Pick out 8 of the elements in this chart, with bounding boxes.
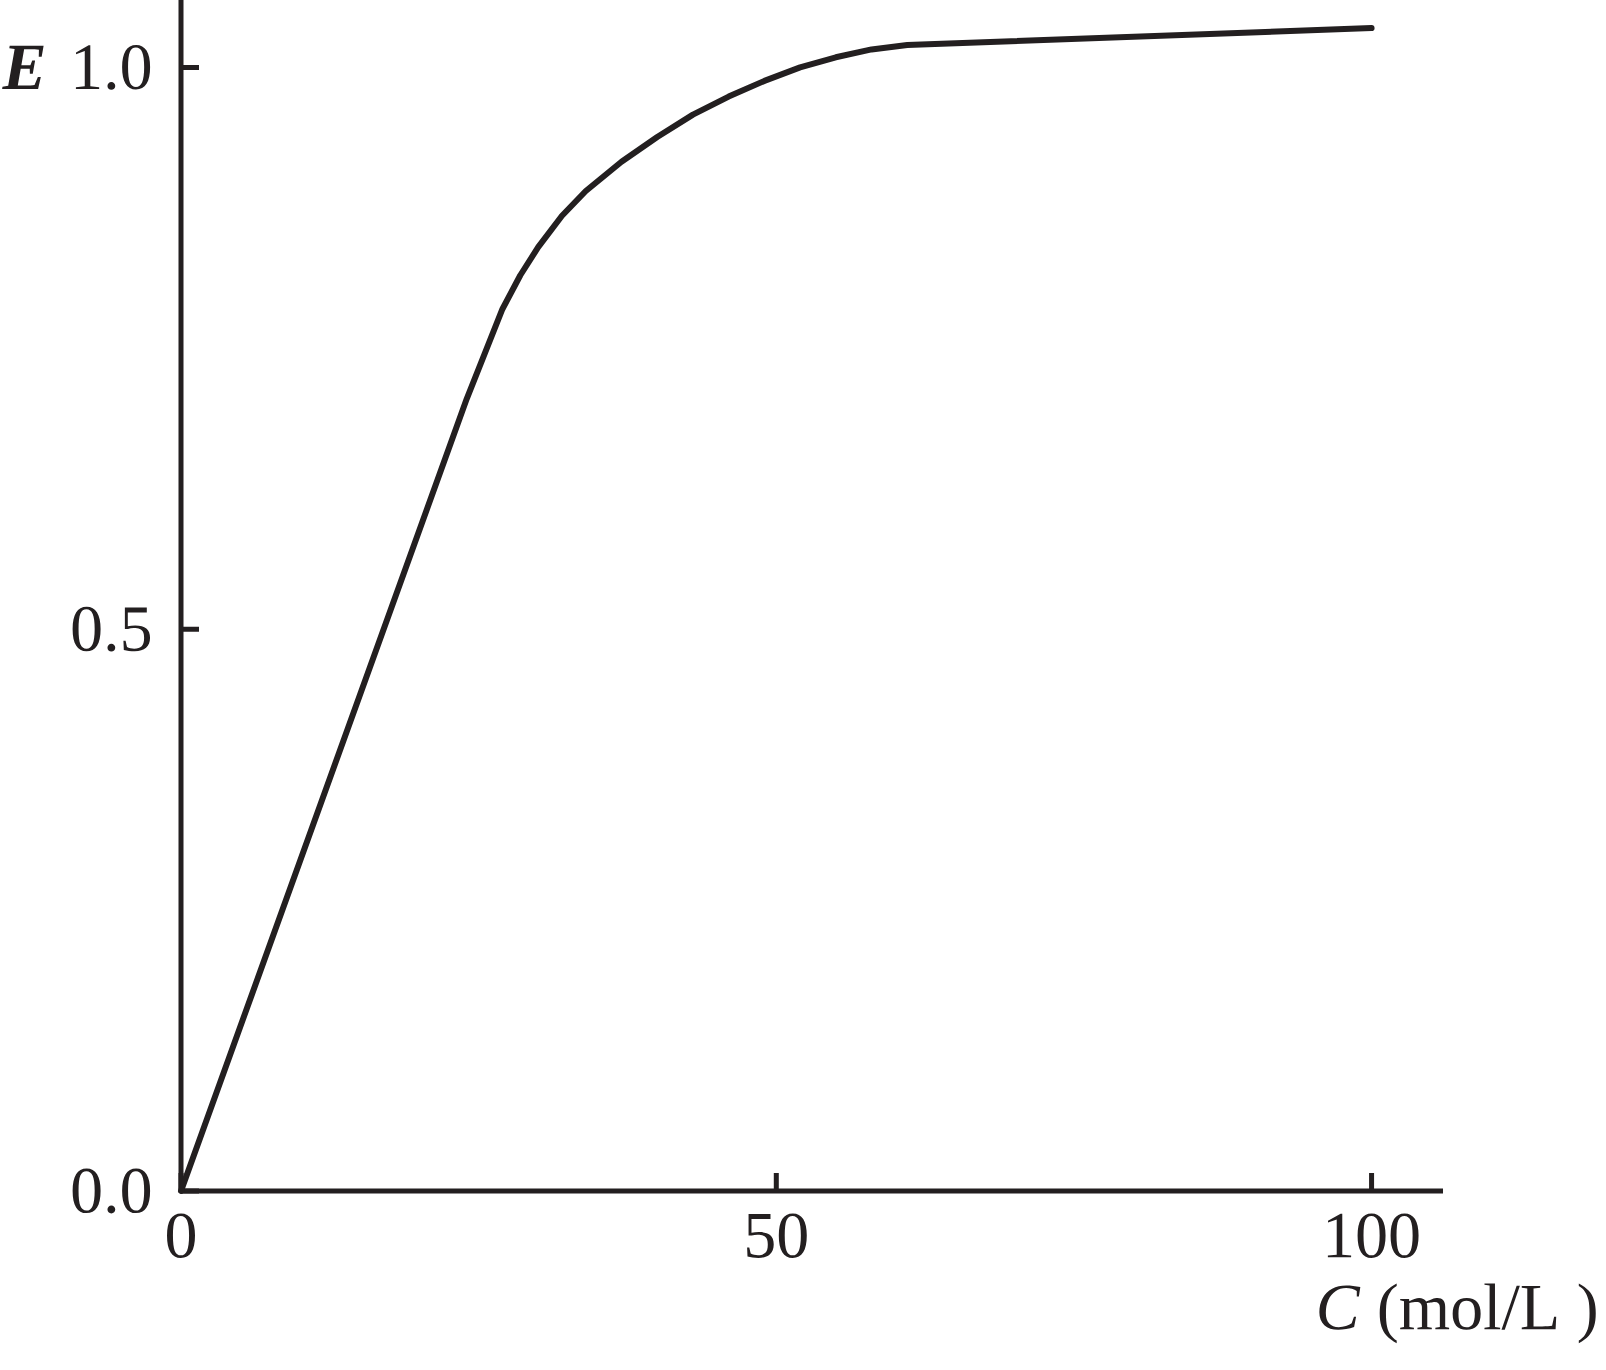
y-tick-label: 0.0: [72, 1168, 151, 1214]
x-tick-label: 0: [167, 1213, 195, 1258]
x-tick-label: 100: [1327, 1213, 1419, 1258]
y-tick-label: 0.5: [72, 606, 151, 652]
x-axis-title: C (mol/L ): [1319, 1283, 1596, 1344]
x-tick-label: 50: [747, 1213, 807, 1258]
y-tick-label: 1.0: [75, 44, 151, 90]
y-axis-title: E: [2, 45, 44, 90]
